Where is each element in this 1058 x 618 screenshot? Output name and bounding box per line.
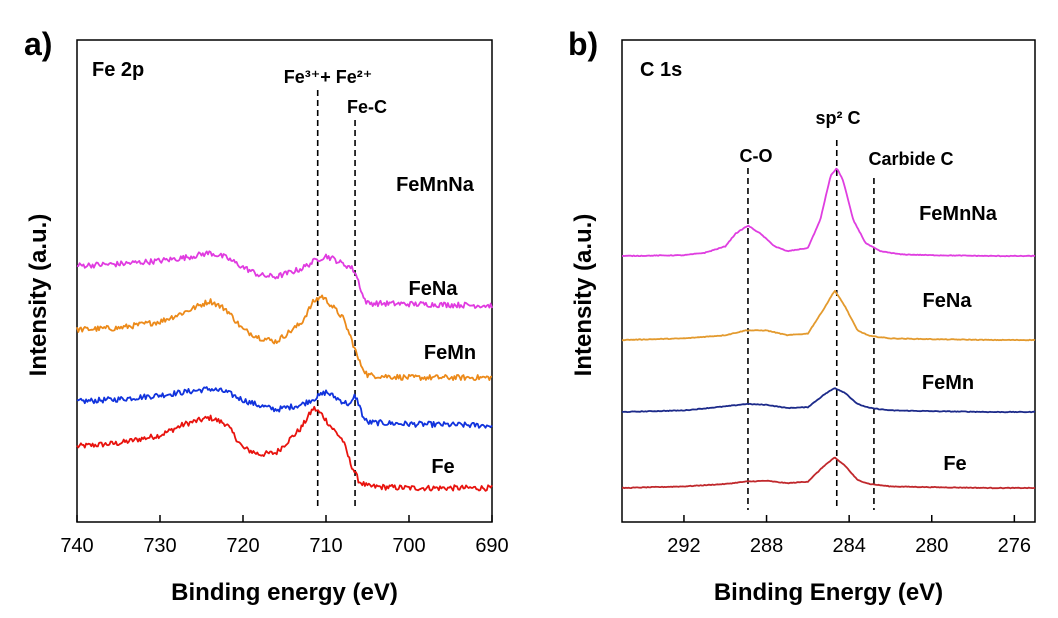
x-axis-label: Binding Energy (eV) <box>714 579 943 606</box>
x-tick-label: 740 <box>60 535 93 557</box>
x-tick-label: 690 <box>475 535 508 557</box>
x-tick-label: 284 <box>832 535 865 557</box>
annotation-label: Fe³⁺+ Fe²⁺ <box>284 67 373 87</box>
x-tick-label: 730 <box>143 535 176 557</box>
series-label-fena: FeNa <box>409 278 459 300</box>
series-label-femnna: FeMnNa <box>919 203 998 225</box>
plot-frame <box>621 39 1036 523</box>
annotation-label: Carbide C <box>868 149 953 169</box>
series-line-fe <box>76 405 493 492</box>
x-tick-label: 276 <box>998 535 1031 557</box>
x-axis-label: Binding energy (eV) <box>171 579 398 606</box>
x-tick-label: 280 <box>915 535 948 557</box>
series-line-fena <box>76 294 493 382</box>
series-line-femn <box>76 386 493 429</box>
plot-title: Fe 2p <box>92 59 144 81</box>
panel-a: a) Fe 2p 740 730 720 710 700 690 Binding energy … <box>24 26 509 606</box>
x-tick-label: 700 <box>392 535 425 557</box>
series-label-femnna: FeMnNa <box>396 174 475 196</box>
x-tick-label: 710 <box>309 535 342 557</box>
y-axis-label: Intensity (a.u.) <box>570 214 597 377</box>
panel-label: b) <box>568 26 598 62</box>
series-label-femn: FeMn <box>922 372 974 394</box>
series-label-fena: FeNa <box>923 290 973 312</box>
series-label-femn: FeMn <box>424 342 476 364</box>
annotation-label: C-O <box>740 146 773 166</box>
annotation-label: sp² C <box>816 108 861 128</box>
x-tick-label: 288 <box>750 535 783 557</box>
series-line-femn <box>622 387 1036 414</box>
plot-frame <box>76 39 493 523</box>
panel-b: b) C 1s 292 288 284 280 276 Binding Energy (eV)… <box>568 26 1036 606</box>
panel-label: a) <box>24 26 52 62</box>
series-line-femnna <box>76 250 493 309</box>
annotation-label: Fe-C <box>347 97 387 117</box>
series-line-femnna <box>621 167 1036 258</box>
x-tick-label: 292 <box>667 535 700 557</box>
plot-title: C 1s <box>640 59 682 81</box>
series-label-fe: Fe <box>431 456 454 478</box>
series-label-fe: Fe <box>943 453 966 475</box>
x-tick-label: 720 <box>226 535 259 557</box>
y-axis-label: Intensity (a.u.) <box>25 214 52 377</box>
series-line-fe <box>621 456 1036 490</box>
series-line-fena <box>621 289 1036 342</box>
